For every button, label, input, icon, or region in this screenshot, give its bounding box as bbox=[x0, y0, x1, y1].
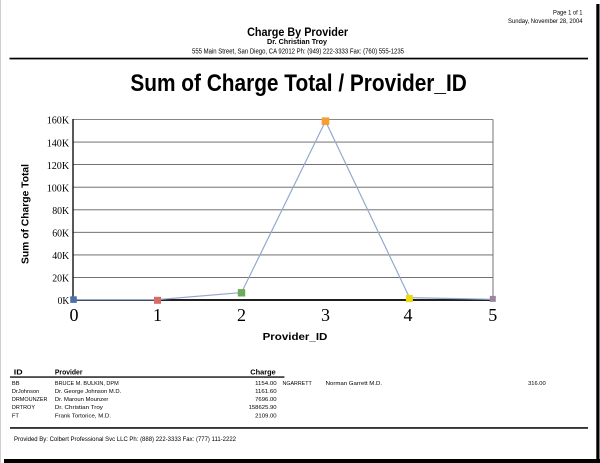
svg-text:BB: BB bbox=[12, 381, 20, 387]
svg-text:120K: 120K bbox=[47, 161, 70, 172]
svg-text:1: 1 bbox=[153, 305, 162, 325]
svg-text:60K: 60K bbox=[52, 229, 70, 240]
svg-text:Page 1 of 1: Page 1 of 1 bbox=[553, 10, 583, 17]
svg-text:158625.90: 158625.90 bbox=[249, 405, 277, 411]
svg-text:FT: FT bbox=[12, 413, 20, 419]
svg-text:1154.00: 1154.00 bbox=[255, 381, 277, 387]
svg-text:Norman Garrett M.D.: Norman Garrett M.D. bbox=[326, 381, 383, 387]
svg-text:Sunday, November 28, 2004: Sunday, November 28, 2004 bbox=[508, 18, 583, 25]
svg-text:5: 5 bbox=[488, 305, 497, 325]
svg-text:100K: 100K bbox=[47, 183, 70, 194]
svg-text:0K: 0K bbox=[58, 296, 70, 307]
svg-text:140K: 140K bbox=[47, 138, 70, 149]
svg-text:2109.00: 2109.00 bbox=[255, 413, 277, 419]
svg-text:Dr. Christian Troy: Dr. Christian Troy bbox=[55, 405, 103, 411]
svg-text:160K: 160K bbox=[47, 116, 70, 127]
svg-text:DRMOUNZER: DRMOUNZER bbox=[12, 397, 48, 403]
svg-text:0: 0 bbox=[70, 305, 79, 325]
svg-text:316.00: 316.00 bbox=[528, 381, 546, 387]
svg-text:555 Main Street, San Diego, CA: 555 Main Street, San Diego, CA 92012 Ph:… bbox=[192, 48, 404, 55]
svg-text:7696.00: 7696.00 bbox=[255, 397, 277, 403]
svg-text:Provider_ID: Provider_ID bbox=[263, 331, 328, 343]
svg-text:BRUCE M. BULKIN, DPM: BRUCE M. BULKIN, DPM bbox=[55, 381, 119, 387]
svg-text:Frank Tortorice, M.D.: Frank Tortorice, M.D. bbox=[55, 413, 111, 419]
svg-text:80K: 80K bbox=[52, 206, 70, 217]
svg-text:Sum of Charge Total: Sum of Charge Total bbox=[21, 164, 32, 264]
svg-text:Provided By: Colbert Professio: Provided By: Colbert Professional Svc LL… bbox=[14, 436, 236, 443]
svg-text:DrJohnson: DrJohnson bbox=[12, 389, 39, 395]
svg-text:20K: 20K bbox=[52, 274, 70, 285]
svg-text:ID: ID bbox=[14, 370, 23, 377]
svg-text:40K: 40K bbox=[52, 251, 70, 262]
svg-text:Dr. Christian Troy: Dr. Christian Troy bbox=[267, 37, 328, 46]
svg-text:DRTROY: DRTROY bbox=[12, 405, 35, 411]
svg-text:NGARRETT: NGARRETT bbox=[283, 381, 313, 387]
svg-text:Charge: Charge bbox=[250, 370, 276, 377]
svg-text:4: 4 bbox=[404, 305, 413, 325]
svg-text:Charge By Provider: Charge By Provider bbox=[247, 25, 348, 39]
svg-text:Dr. Maroun Mounzer: Dr. Maroun Mounzer bbox=[55, 397, 108, 403]
svg-text:Provider: Provider bbox=[55, 370, 83, 377]
svg-text:Dr. George Johnson M.D.: Dr. George Johnson M.D. bbox=[55, 389, 122, 395]
svg-text:3: 3 bbox=[321, 305, 330, 325]
svg-text:1161.60: 1161.60 bbox=[255, 389, 277, 395]
svg-text:2: 2 bbox=[237, 305, 246, 325]
svg-text:Sum of Charge Total / Provider: Sum of Charge Total / Provider_ID bbox=[130, 70, 467, 97]
